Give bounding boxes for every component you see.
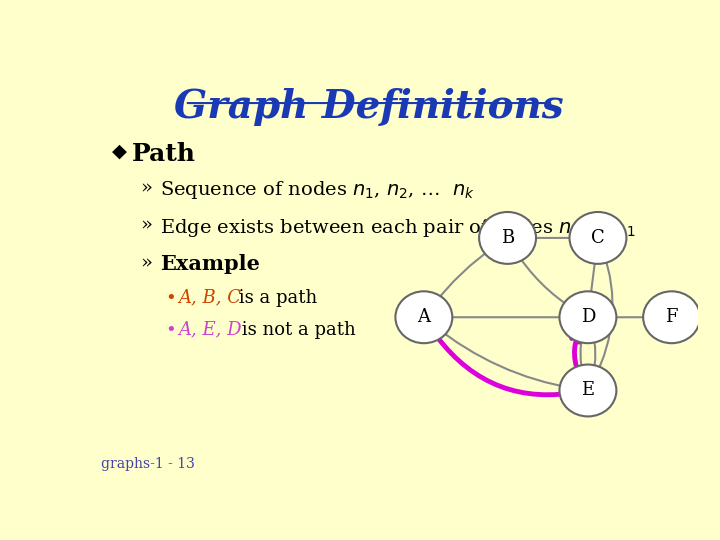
Text: E: E [581,381,595,400]
Text: A: A [418,308,431,326]
Text: B: B [501,229,514,247]
Text: •: • [166,288,176,307]
Text: •: • [166,321,176,339]
Circle shape [395,291,452,343]
Text: D: D [581,308,595,326]
Text: is a path: is a path [233,288,317,307]
Text: ◆: ◆ [112,141,127,161]
Text: Graph Definitions: Graph Definitions [174,87,564,126]
Circle shape [559,364,616,416]
Circle shape [559,291,616,343]
Text: is not a path: is not a path [236,321,356,339]
Circle shape [479,212,536,264]
Text: C: C [591,229,605,247]
Text: graphs-1 - 13: graphs-1 - 13 [101,457,195,471]
Circle shape [570,212,626,264]
Text: A, B, C: A, B, C [178,288,241,307]
Text: A, E, D: A, E, D [178,321,242,339]
Text: Edge exists between each pair of nodes $n_i$ , $n_{i+1}$: Edge exists between each pair of nodes $… [160,217,636,239]
Text: »: » [140,217,152,234]
Text: F: F [665,308,678,326]
Text: »: » [140,254,152,272]
Text: Path: Path [132,141,196,166]
Circle shape [643,291,700,343]
Text: »: » [140,179,152,197]
Text: Example: Example [160,254,260,274]
Text: Sequence of nodes $n_1$, $n_2$, $\ldots$  $n_k$: Sequence of nodes $n_1$, $n_2$, $\ldots$… [160,179,474,201]
